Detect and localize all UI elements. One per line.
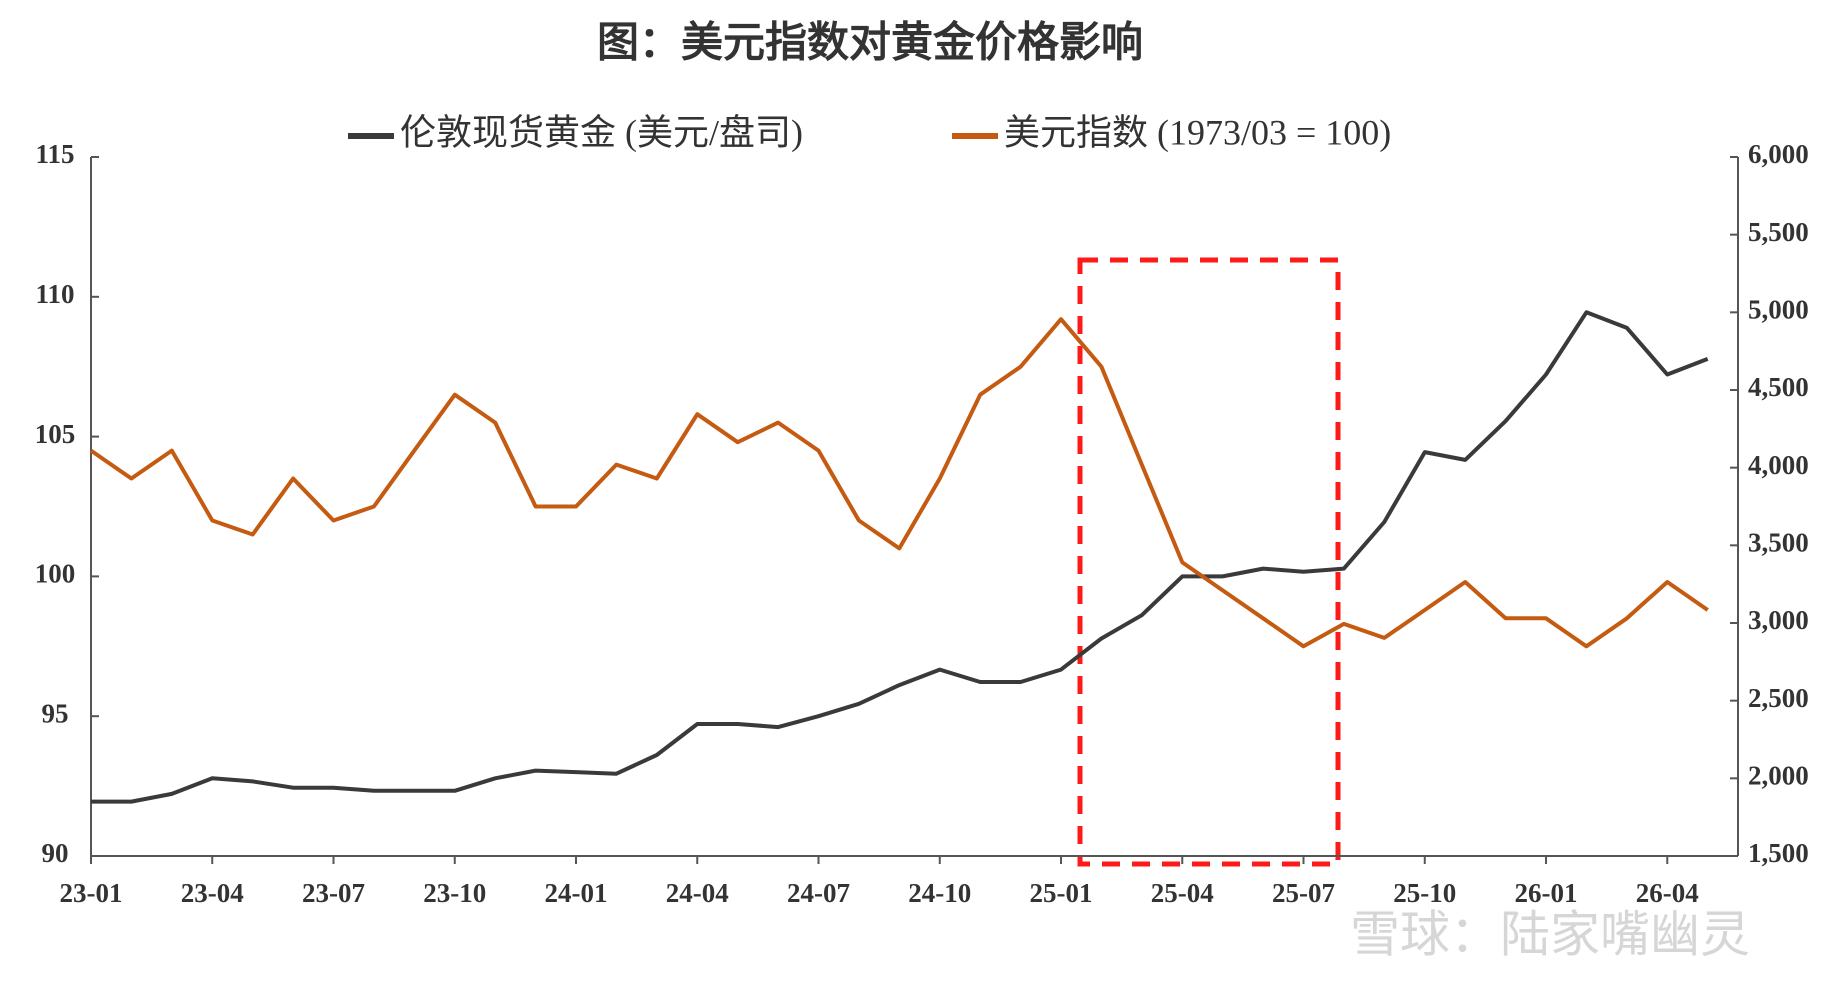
legend-label: 美元指数 (1973/03 = 100): [1004, 112, 1391, 152]
y2-tick-label: 2,000: [1748, 761, 1809, 791]
y2-tick-label: 3,000: [1748, 605, 1809, 635]
series-line: [91, 310, 1709, 804]
y2-tick-label: 4,500: [1748, 372, 1809, 402]
y-tick-label: 90: [42, 838, 69, 868]
y2-tick-label: 1,500: [1748, 838, 1809, 868]
x-tick-label: 25-01: [1030, 878, 1093, 908]
y-tick-label: 105: [35, 419, 76, 449]
y2-tick-label: 6,000: [1748, 139, 1809, 169]
y2-tick-label: 5,000: [1748, 295, 1809, 325]
y2-tick-label: 3,500: [1748, 528, 1809, 558]
highlight-box: [1077, 257, 1341, 867]
x-tick-label: 23-01: [60, 878, 123, 908]
y2-tick-label: 2,500: [1748, 683, 1809, 713]
y-tick-label: 115: [35, 139, 74, 169]
x-tick-label: 25-07: [1272, 878, 1335, 908]
x-tick-label: 23-10: [423, 878, 486, 908]
x-tick-label: 25-10: [1393, 878, 1456, 908]
x-tick-label: 24-07: [787, 878, 850, 908]
y2-tick-label: 5,500: [1748, 217, 1809, 247]
x-tick-label: 24-10: [908, 878, 971, 908]
x-tick-label: 25-04: [1151, 878, 1214, 908]
watermark: 雪球：陆家嘴幽灵: [1350, 906, 1750, 964]
x-tick-label: 24-04: [666, 878, 729, 908]
x-tick-label: 23-04: [181, 878, 244, 908]
y-tick-label: 110: [35, 279, 74, 309]
x-tick-label: 24-01: [545, 878, 608, 908]
x-tick-label: 26-04: [1636, 878, 1699, 908]
x-tick-label: 23-07: [302, 878, 365, 908]
y-tick-label: 100: [35, 559, 76, 589]
x-tick-label: 26-01: [1515, 878, 1578, 908]
legend-label: 伦敦现货黄金 (美元/盘司): [400, 112, 803, 152]
y2-tick-label: 4,000: [1748, 450, 1809, 480]
chart-title: 图：美元指数对黄金价格影响: [597, 20, 1143, 67]
y-tick-label: 95: [42, 698, 69, 728]
series-line: [89, 317, 1709, 649]
